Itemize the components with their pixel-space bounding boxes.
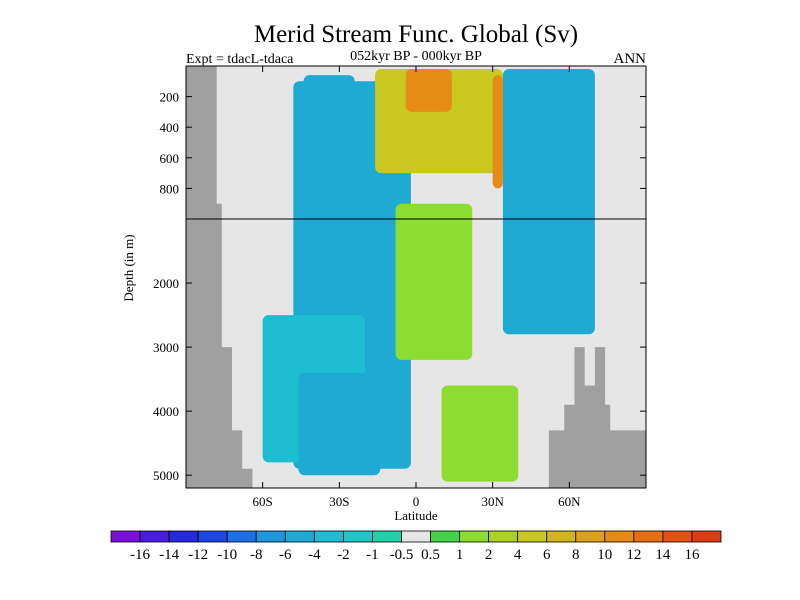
colorbar-label: 2 (485, 547, 493, 563)
colorbar-swatch (197, 530, 228, 543)
y-tick-label: 5000 (153, 468, 179, 483)
field-equatorial-positive-band (395, 203, 473, 360)
colorbar-label: 1 (456, 547, 464, 563)
colorbar-label: -0.5 (390, 547, 414, 563)
x-axis-label: Latitude (394, 508, 438, 523)
land-antarctica (186, 66, 253, 488)
colorbar-swatch (401, 530, 431, 543)
land-mask (186, 66, 646, 488)
experiment-label: Expt = tdacL-tdaca (186, 52, 294, 67)
colorbar-labels: -16 -14 -12 -10 -8 -6 -4 -2 -1 -0.5 0.5 1 2 4 6 8 10 12 14… (130, 547, 700, 563)
y-tick-label: 400 (160, 120, 180, 135)
y-axis-label: Depth (in m) (121, 234, 136, 301)
colorbar-label: 12 (626, 547, 641, 563)
colorbar-label: -8 (250, 547, 263, 563)
colorbar-label: 16 (684, 547, 700, 563)
colorbar-label: -10 (217, 547, 237, 563)
plot-area: 60S 30S 0 30N 60N 200 400 600 800 2000 3000 4000 50… (153, 65, 647, 509)
colorbar-label: 10 (597, 547, 612, 563)
x-axis-ticks: 60S 30S 0 30N 60N (253, 66, 581, 509)
colorbar-swatch (488, 530, 519, 543)
x-tick-label: 30N (481, 494, 504, 509)
x-tick-label: 60S (253, 494, 273, 509)
y-tick-label: 200 (160, 90, 180, 105)
colorbar-swatch (517, 530, 548, 543)
y-axis-ticks: 200 400 600 800 2000 3000 4000 5000 (153, 90, 646, 483)
colorbar-label: -2 (337, 547, 350, 563)
colorbar-swatch (459, 530, 490, 543)
colorbar (110, 530, 722, 543)
y-tick-label: 4000 (153, 404, 179, 419)
field-northern-negative-cell (502, 69, 595, 335)
land-arctic-ridge (548, 347, 646, 488)
colorbar-swatch (633, 530, 664, 543)
colorbar-swatch (313, 530, 344, 543)
x-tick-label: 30S (329, 494, 349, 509)
colorbar-swatch (168, 530, 199, 543)
colorbar-label: 14 (655, 547, 671, 563)
field-subpolar-positive-streak (492, 75, 503, 189)
field-southern-shallow-cell (303, 75, 355, 204)
colorbar-label: 4 (514, 547, 522, 563)
x-tick-label: 60N (558, 494, 581, 509)
colorbar-label: -12 (188, 547, 208, 563)
colorbar-swatch (430, 530, 460, 543)
colorbar-swatch (575, 530, 606, 543)
colorbar-swatch (546, 530, 577, 543)
field-tropical-positive-core (405, 69, 452, 112)
colorbar-swatch (139, 530, 170, 543)
colorbar-swatch (342, 530, 373, 543)
y-tick-label: 3000 (153, 340, 179, 355)
colorbar-label: 6 (543, 547, 551, 563)
time-range-label: 052kyr BP - 000kyr BP (350, 49, 482, 64)
colorbar-label: -6 (279, 547, 292, 563)
x-tick-label: 0 (413, 494, 420, 509)
colorbar-label: -4 (308, 547, 321, 563)
colorbar-swatch (662, 530, 693, 543)
field-deep-southern-negative (298, 372, 381, 476)
chart-title: Merid Stream Func. Global (Sv) (254, 21, 578, 48)
colorbar-swatch (691, 530, 722, 543)
colorbar-swatch (226, 530, 257, 543)
colorbar-swatch (110, 530, 141, 543)
colorbar-label: -16 (130, 547, 150, 563)
y-tick-label: 2000 (153, 276, 179, 291)
y-tick-label: 800 (160, 181, 180, 196)
colorbar-label: 8 (572, 547, 580, 563)
colorbar-swatch (255, 530, 286, 543)
colorbar-swatch (372, 530, 402, 543)
field-northern-deep-band (441, 385, 519, 482)
colorbar-label: -14 (159, 547, 179, 563)
contour-fields (262, 69, 595, 482)
colorbar-swatch (284, 530, 315, 543)
season-label: ANN (614, 51, 647, 67)
colorbar-label: 0.5 (421, 547, 440, 563)
colorbar-swatch (604, 530, 635, 543)
colorbar-label: -1 (366, 547, 379, 563)
y-tick-label: 600 (160, 151, 180, 166)
